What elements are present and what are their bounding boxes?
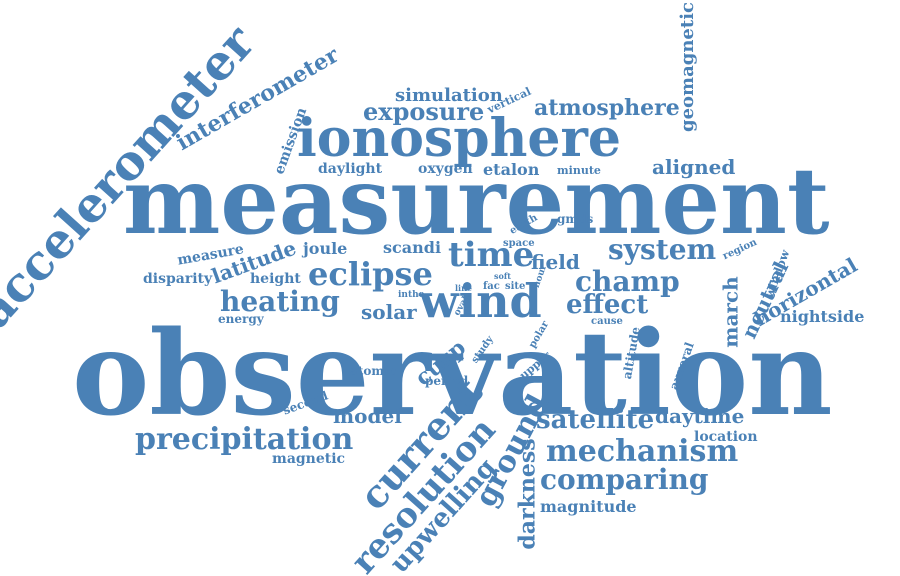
word-atomic: atomic — [350, 364, 396, 378]
word-wind: wind — [419, 274, 542, 328]
word-simulation: simulation — [395, 85, 503, 106]
word-effect: effect — [566, 290, 649, 320]
word-gmds: gmds — [557, 212, 594, 226]
word-period: period — [425, 374, 469, 388]
word-magnetic: magnetic — [272, 451, 346, 467]
word-champ: champ — [575, 265, 680, 298]
word-daylight: daylight — [318, 161, 383, 177]
word-ionosphere: ionosphere — [297, 108, 621, 169]
word-nightside: nightside — [780, 307, 865, 326]
word-scandi: scandi — [383, 238, 442, 257]
word-daytime: daytime — [655, 404, 745, 428]
word-joule: joule — [303, 239, 348, 258]
word-minute: minute — [557, 164, 601, 177]
word-magnitude: magnitude — [540, 497, 637, 516]
word-cause: cause — [591, 316, 623, 327]
word-height: height — [250, 271, 301, 287]
word-etalon: etalon — [483, 160, 540, 179]
word-fac: fac — [483, 281, 500, 292]
word-aligned: aligned — [652, 155, 736, 179]
word-observation: observation — [72, 306, 833, 442]
word-atmosphere: atmosphere — [534, 95, 680, 121]
word-energy: energy — [218, 312, 264, 326]
word-eclipse: eclipse — [308, 255, 433, 293]
word-exposure: exposure — [363, 97, 485, 126]
word-satellite: satellite — [536, 405, 655, 435]
word-space: space — [503, 238, 535, 249]
word-line: line — [455, 283, 472, 293]
word-march: march — [718, 276, 743, 348]
word-solar: solar — [361, 300, 417, 324]
word-soft: soft — [494, 271, 511, 281]
word-oxygen: oxygen — [418, 161, 473, 177]
word-darkness: darkness — [514, 438, 541, 550]
word-time: time — [448, 235, 535, 275]
word-site: site — [505, 281, 526, 292]
word-precipitation: precipitation — [135, 422, 354, 457]
word-model: model — [333, 404, 402, 428]
word-geomagnetic: geomagnetic — [677, 2, 698, 132]
word-mechanism: mechanism — [546, 434, 739, 469]
word-field: field — [531, 250, 580, 274]
word-system: system — [608, 233, 717, 266]
word-inthe: inthe — [398, 290, 425, 300]
word-heating: heating — [220, 285, 340, 318]
word-disparity: disparity — [143, 271, 213, 287]
word-location: location — [694, 429, 758, 445]
word-measurement: measurement — [123, 147, 830, 255]
word-comparing: comparing — [540, 463, 709, 496]
